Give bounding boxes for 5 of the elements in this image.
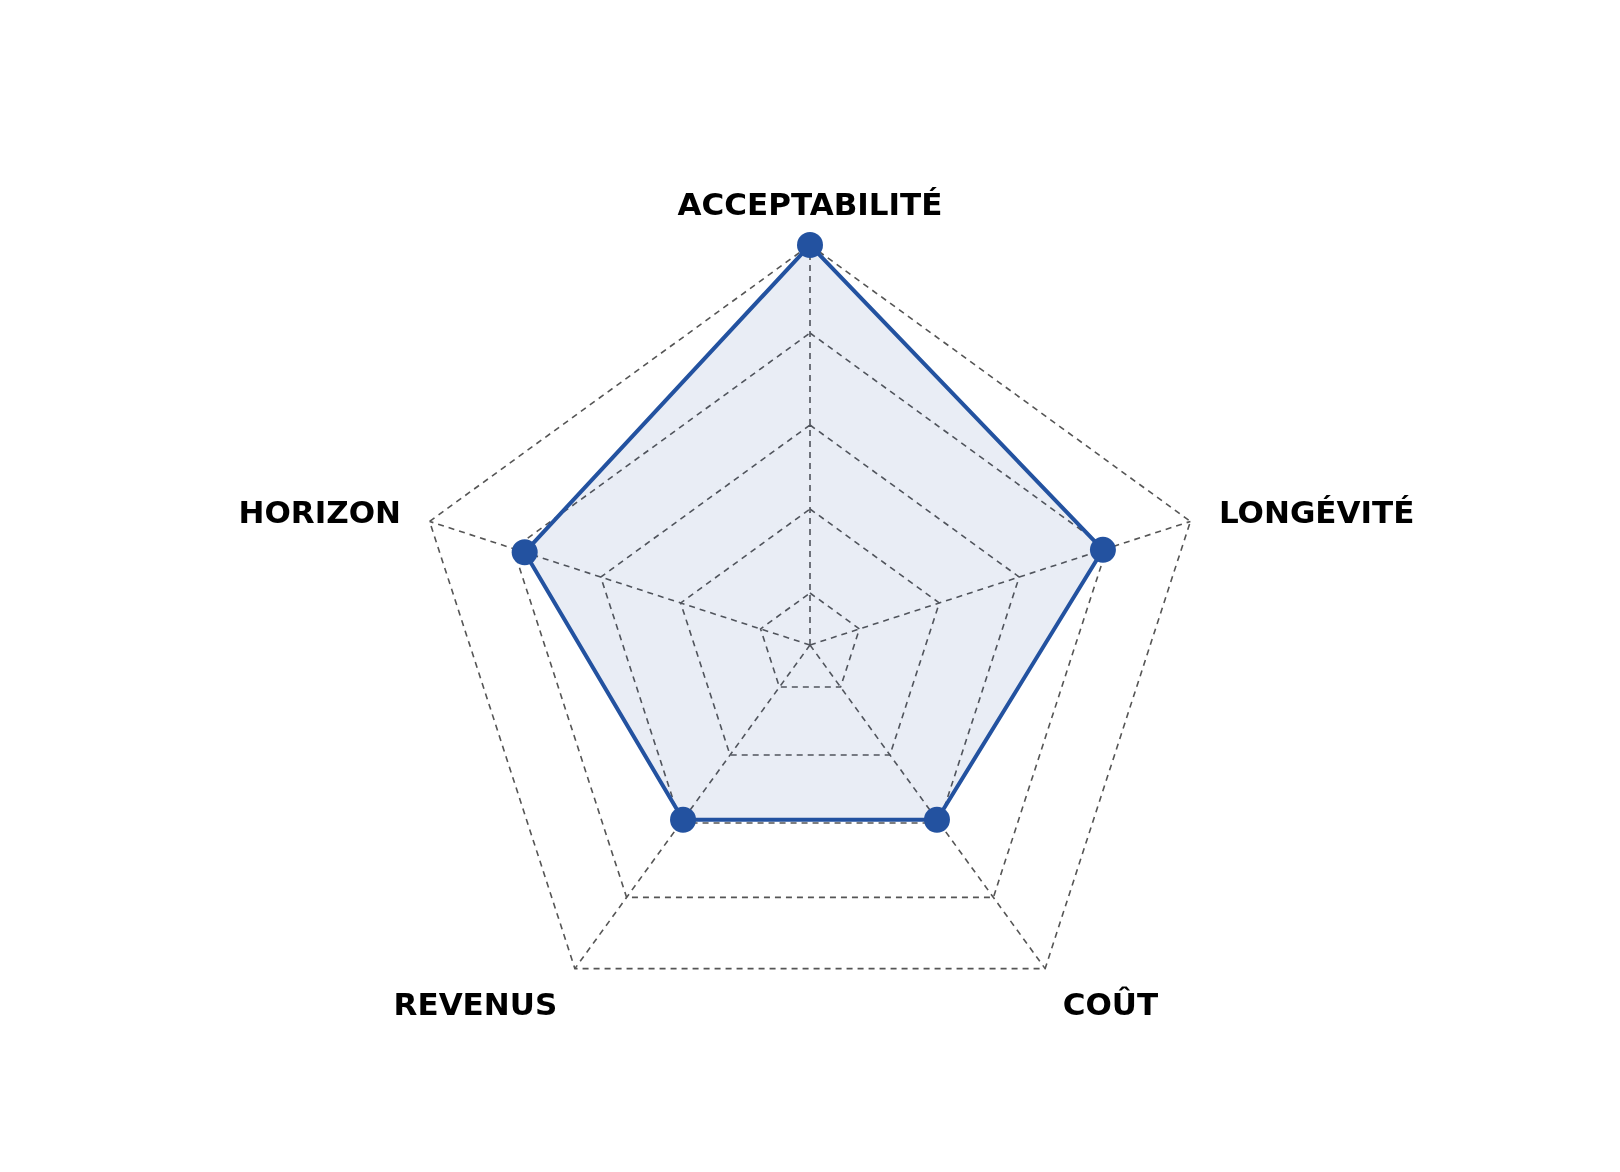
spoke-label: REVENUS [393,985,558,1022]
spoke-label: COÛT [1062,985,1159,1022]
spoke-label: ACCEPTABILITÉ [677,186,943,222]
spoke-label: HORIZON [238,494,402,531]
spoke-label: LONGÉVITÉ [1218,494,1415,531]
